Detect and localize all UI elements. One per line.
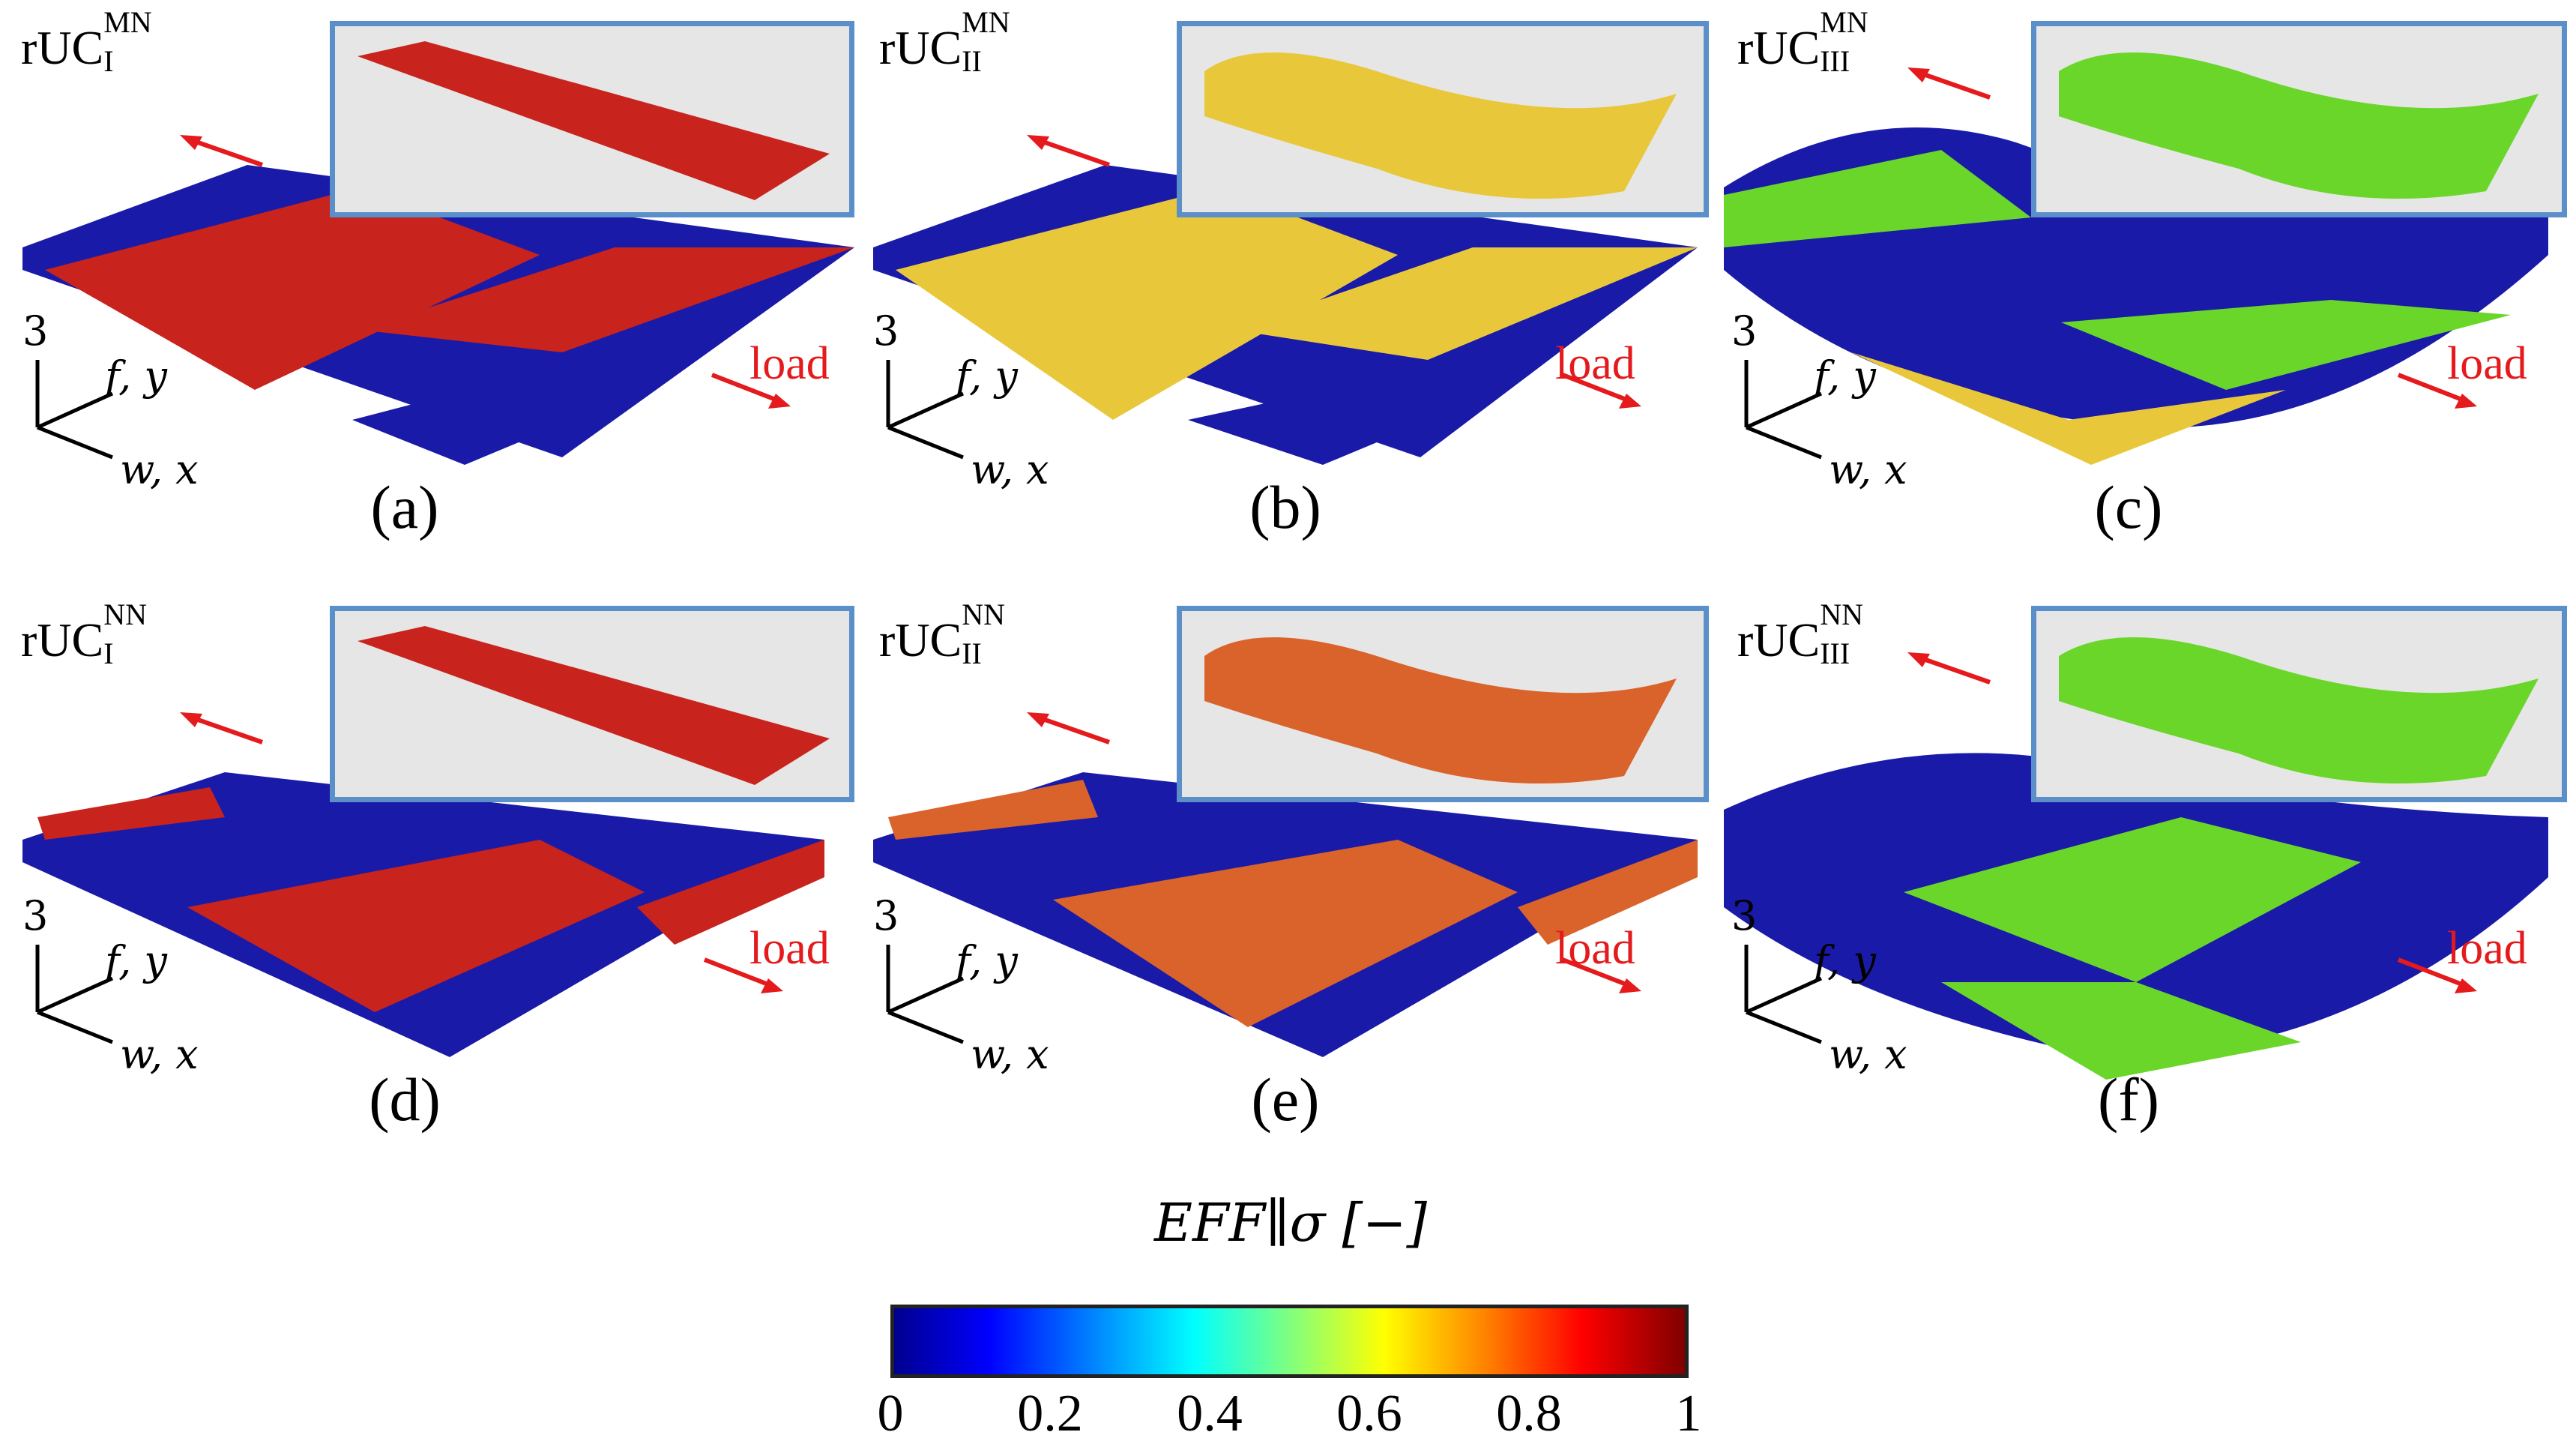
detail-inset	[2031, 21, 2567, 217]
mesh-render	[873, 772, 1698, 1057]
axis-warp-label: w, x	[120, 446, 199, 493]
unit-cell-tag: rUC NN I	[21, 598, 147, 670]
load-label: load	[749, 338, 830, 389]
load-label: load	[2447, 923, 2527, 974]
axis-3-label: 3	[22, 307, 49, 355]
load-arrow-icon	[703, 957, 783, 993]
load-arrow-icon	[2397, 373, 2477, 409]
panel-label: (f)	[2098, 1065, 2159, 1134]
fiber-arrow-icon	[1027, 712, 1110, 744]
load-arrow-icon	[1561, 957, 1641, 993]
panel-label: (d)	[369, 1065, 441, 1134]
axis-triad-icon	[1744, 945, 1823, 1044]
unit-cell-tag: rUC MN II	[879, 5, 1010, 78]
colorbar-tick: 0.8	[1496, 1385, 1562, 1443]
axis-warp-label: w, x	[120, 1031, 199, 1078]
colorbar-tick: 1	[1675, 1385, 1702, 1443]
axis-fiber-label: f, y	[105, 352, 167, 400]
mesh-render	[22, 165, 854, 465]
load-label: load	[1555, 338, 1635, 389]
unit-cell-tag: rUC MN III	[1737, 5, 1868, 78]
axis-3-label: 3	[1731, 307, 1758, 355]
panel-b: rUC MN II load 3 f, y w, x (b)	[858, 0, 1716, 585]
colorbar-tick: 0.4	[1177, 1385, 1243, 1443]
colorbar-tick: 0.2	[1017, 1385, 1083, 1443]
load-label: load	[749, 923, 830, 974]
axis-warp-label: w, x	[1829, 1031, 1907, 1078]
panel-label: (a)	[370, 473, 439, 541]
axis-triad-icon	[35, 360, 114, 460]
axis-warp-label: w, x	[1829, 446, 1907, 493]
panel-a: rUC MN I load 3 f, y w, x (a)	[0, 0, 858, 585]
axis-fiber-label: f, y	[956, 937, 1018, 984]
axis-fiber-label: f, y	[956, 352, 1018, 400]
axis-triad-icon	[35, 945, 114, 1044]
detail-inset	[1177, 21, 1709, 217]
load-label: load	[2447, 338, 2527, 389]
mesh-render	[873, 165, 1698, 465]
axis-warp-label: w, x	[971, 446, 1049, 493]
unit-cell-tag: rUC NN III	[1737, 598, 1863, 670]
detail-inset	[1177, 606, 1709, 802]
axis-3-label: 3	[22, 892, 49, 939]
colorbar-tick: 0.6	[1336, 1385, 1402, 1443]
load-arrow-icon	[1561, 373, 1641, 409]
panel-f: rUC NN III load 3 f, y w, x (f)	[1716, 592, 2575, 1177]
axis-triad-icon	[1744, 360, 1823, 460]
mesh-render	[22, 772, 824, 1057]
colorbar-title: EFF∥σ [−]	[1154, 1192, 1427, 1254]
axis-3-label: 3	[873, 892, 899, 939]
panel-label: (c)	[2094, 473, 2163, 541]
fiber-arrow-icon	[1027, 135, 1110, 167]
axis-fiber-label: f, y	[105, 937, 167, 984]
axis-3-label: 3	[873, 307, 899, 355]
panel-label: (e)	[1251, 1065, 1320, 1134]
axis-warp-label: w, x	[971, 1031, 1049, 1078]
detail-inset	[330, 21, 854, 217]
panel-d: rUC NN I load 3 f, y w, x (d)	[0, 592, 858, 1177]
fiber-arrow-icon	[1907, 652, 1991, 685]
axis-triad-icon	[886, 945, 965, 1044]
colorbar	[890, 1305, 1689, 1378]
panel-label: (b)	[1249, 473, 1321, 541]
fiber-arrow-icon	[1907, 67, 1991, 100]
axis-fiber-label: f, y	[1814, 352, 1876, 400]
fiber-arrow-icon	[180, 712, 263, 744]
unit-cell-tag: rUC MN I	[21, 5, 152, 78]
load-label: load	[1555, 923, 1635, 974]
load-arrow-icon	[711, 373, 791, 409]
fiber-arrow-icon	[180, 135, 263, 167]
colorbar-tick: 0	[877, 1385, 904, 1443]
axis-3-label: 3	[1731, 892, 1758, 939]
panel-c: rUC MN III load 3 f, y w, x (c)	[1716, 0, 2575, 585]
axis-fiber-label: f, y	[1814, 937, 1876, 984]
detail-inset	[2031, 606, 2567, 802]
unit-cell-tag: rUC NN II	[879, 598, 1005, 670]
axis-triad-icon	[886, 360, 965, 460]
detail-inset	[330, 606, 854, 802]
mesh-render	[1724, 753, 2548, 1080]
panel-e: rUC NN II load 3 f, y w, x (e)	[858, 592, 1716, 1177]
load-arrow-icon	[2397, 957, 2477, 993]
